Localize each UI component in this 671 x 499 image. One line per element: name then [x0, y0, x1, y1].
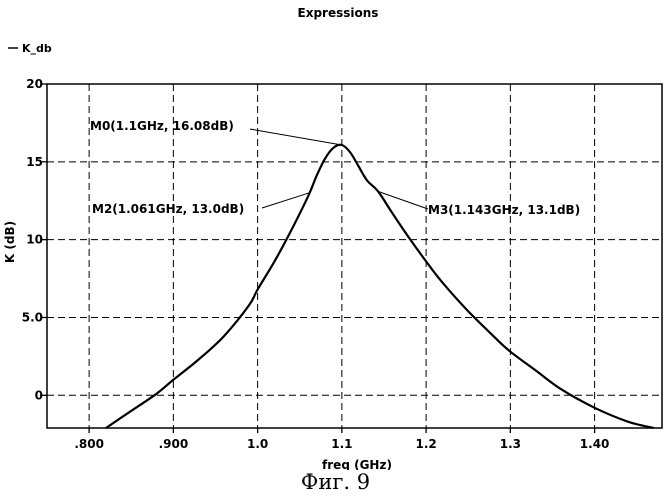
- marker-m0: M0(1.1GHz, 16.08dB): [90, 119, 342, 145]
- marker-m3-leader: [378, 191, 428, 209]
- markers: M0(1.1GHz, 16.08dB) M2(1.061GHz, 13.0dB)…: [90, 119, 580, 217]
- y-axis-label: K (dB): [3, 221, 17, 263]
- x-tick-label: 1.2: [415, 437, 436, 451]
- marker-m2: M2(1.061GHz, 13.0dB): [92, 193, 309, 216]
- x-tick-label: 1.1: [331, 437, 352, 451]
- legend-label: K_db: [22, 42, 52, 55]
- y-tick-label: 20: [26, 77, 43, 91]
- y-tick-label: 5.0: [22, 310, 43, 324]
- plot-frame: [47, 84, 662, 428]
- legend: K_db: [8, 42, 52, 55]
- marker-m2-label: M2(1.061GHz, 13.0dB): [92, 202, 244, 216]
- marker-m2-leader: [262, 193, 309, 208]
- y-tick-label: 0: [35, 388, 43, 402]
- x-tick-label: .900: [159, 437, 189, 451]
- x-tick-label: 1.40: [580, 437, 610, 451]
- y-axis: 20 15 10 5.0 0: [22, 77, 47, 402]
- x-axis: .800 .900 1.0 1.1 1.2 1.3 1.40: [74, 428, 609, 451]
- y-tick-label: 10: [26, 233, 43, 247]
- x-tick-label: 1.0: [247, 437, 268, 451]
- marker-m0-label: M0(1.1GHz, 16.08dB): [90, 119, 234, 133]
- marker-m3-label: M3(1.143GHz, 13.1dB): [428, 203, 580, 217]
- grid: [47, 84, 662, 428]
- x-tick-label: .800: [74, 437, 104, 451]
- marker-m0-leader: [250, 129, 342, 145]
- figure-caption: Фиг. 9: [0, 470, 671, 494]
- series-line-k-db: [106, 145, 654, 428]
- marker-m3: M3(1.143GHz, 13.1dB): [378, 191, 580, 217]
- x-axis-label: freq (GHz): [322, 458, 392, 470]
- y-tick-label: 15: [26, 155, 43, 169]
- x-tick-label: 1.3: [500, 437, 521, 451]
- chart-title: Expressions: [298, 6, 379, 20]
- chart: Expressions K_db .800 .900 1.0 1.1 1.2 1.3 1.4…: [0, 0, 671, 470]
